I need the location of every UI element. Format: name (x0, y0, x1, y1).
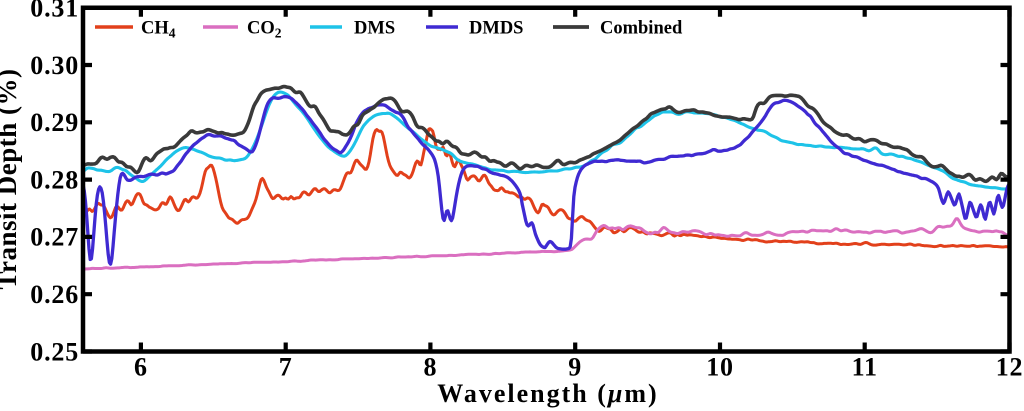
svg-text:0.25: 0.25 (30, 337, 79, 366)
svg-text:9: 9 (568, 353, 582, 382)
svg-text:0.27: 0.27 (30, 223, 79, 252)
svg-text:CH4: CH4 (141, 19, 176, 41)
svg-text:8: 8 (423, 353, 437, 382)
svg-text:0.30: 0.30 (30, 51, 79, 80)
svg-text:0.28: 0.28 (30, 165, 79, 194)
svg-text:0.26: 0.26 (30, 280, 79, 309)
svg-text:10: 10 (706, 353, 734, 382)
svg-text:0.31: 0.31 (30, 0, 79, 23)
svg-text:Wavelength (μm): Wavelength (μm) (437, 379, 658, 408)
svg-text:Transit Depth (%): Transit Depth (%) (0, 69, 22, 290)
svg-text:7: 7 (279, 353, 293, 382)
svg-text:CO2: CO2 (247, 19, 282, 41)
svg-text:6: 6 (134, 353, 148, 382)
svg-text:0.29: 0.29 (30, 108, 79, 137)
svg-text:DMDS: DMDS (469, 19, 523, 39)
svg-text:11: 11 (852, 353, 878, 382)
svg-text:12: 12 (996, 353, 1024, 382)
svg-text:Combined: Combined (600, 19, 683, 39)
svg-text:DMS: DMS (354, 19, 395, 39)
